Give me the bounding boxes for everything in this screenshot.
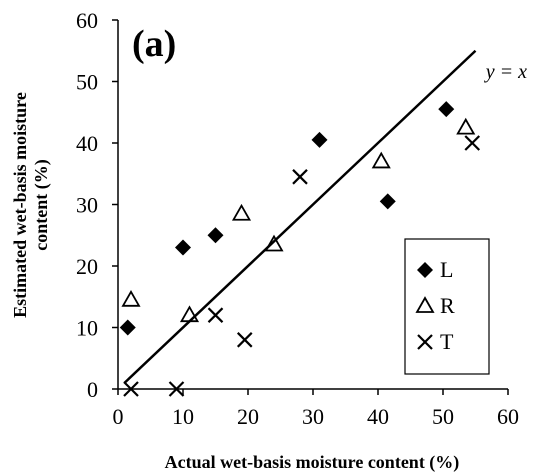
- x-tick-label: 40: [367, 404, 389, 429]
- legend-marker-T: [417, 334, 433, 350]
- legend-label: R: [440, 293, 455, 318]
- identity-line: y = x: [123, 49, 527, 384]
- identity-line-path: [123, 49, 477, 384]
- y-axis-title-line: content (%): [31, 159, 52, 250]
- data-point-L: [438, 101, 455, 118]
- x-tick-label: 60: [497, 404, 519, 429]
- y-axis-title: Estimated wet-basis moisture content (%): [10, 92, 52, 318]
- data-points: [119, 101, 481, 397]
- tick-labels: 0 10 20 30 40 50 60 0 10 20 30 40 50 60: [76, 8, 519, 429]
- x-tick-label: 10: [172, 404, 194, 429]
- x-tick-label: 20: [237, 404, 259, 429]
- legend-marker-R: [415, 296, 435, 313]
- x-tick-label: 0: [113, 404, 124, 429]
- data-point-T: [207, 307, 224, 323]
- data-point-T: [123, 381, 139, 397]
- legend-box: [404, 238, 490, 375]
- y-tick-label: 0: [87, 377, 98, 402]
- data-point-L: [379, 193, 396, 210]
- data-point-L: [119, 319, 136, 336]
- data-point-L: [175, 239, 191, 256]
- data-point-R: [231, 203, 252, 221]
- y-tick-label: 50: [76, 70, 98, 95]
- panel-label: (a): [132, 23, 176, 65]
- data-point-R: [121, 290, 141, 307]
- y-axis-title-line: Estimated wet-basis moisture: [10, 92, 30, 318]
- data-point-T: [168, 381, 185, 397]
- data-point-T: [236, 332, 253, 348]
- data-point-T: [464, 135, 481, 151]
- legend-marker-L: [417, 262, 433, 278]
- legend: LRT: [404, 238, 490, 375]
- data-point-R: [179, 305, 200, 323]
- x-tick-label: 50: [432, 404, 454, 429]
- data-point-L: [207, 227, 224, 244]
- y-tick-label: 20: [76, 254, 98, 279]
- x-axis-title: Actual wet-basis moisture content (%): [165, 452, 460, 473]
- identity-line-label: y = x: [484, 61, 527, 83]
- y-tick-label: 10: [76, 316, 98, 341]
- data-point-L: [311, 131, 328, 148]
- data-point-R: [456, 117, 476, 135]
- legend-label: L: [440, 257, 453, 282]
- data-point-R: [371, 151, 391, 169]
- y-tick-label: 30: [76, 193, 98, 218]
- x-tick-label: 30: [302, 404, 324, 429]
- y-tick-label: 40: [76, 131, 98, 156]
- y-tick-label: 60: [76, 8, 98, 33]
- legend-label: T: [440, 329, 454, 354]
- data-point-R: [264, 234, 284, 252]
- data-point-T: [292, 169, 308, 185]
